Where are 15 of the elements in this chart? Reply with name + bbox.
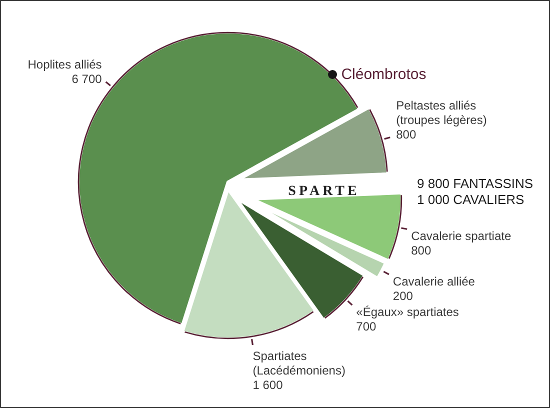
data-label: 1 600 (252, 378, 284, 392)
slice-label: Cavalerie alliée (392, 274, 476, 288)
slice-label: Cavalerie spartiate (411, 229, 512, 244)
slice-label: «Égaux» spartiates (356, 305, 459, 320)
data-label: 800 (411, 244, 432, 258)
data-label: 800 (396, 127, 416, 142)
text: 9 800 FANTASSINS 1 000 CAVALIERS (417, 176, 534, 207)
slice-label: Peltastes alliés (troupes légères) (396, 98, 487, 127)
text: Cléombrotos (341, 66, 426, 84)
data-label: 700 (356, 320, 377, 334)
data-label: 6 700 (72, 72, 102, 86)
data-label: 200 (392, 288, 414, 303)
slice-label: Spartiates (Lacédémoniens) (252, 349, 346, 378)
slice-label: Hoplites alliés (28, 57, 102, 72)
text: SPARTE (288, 184, 360, 199)
